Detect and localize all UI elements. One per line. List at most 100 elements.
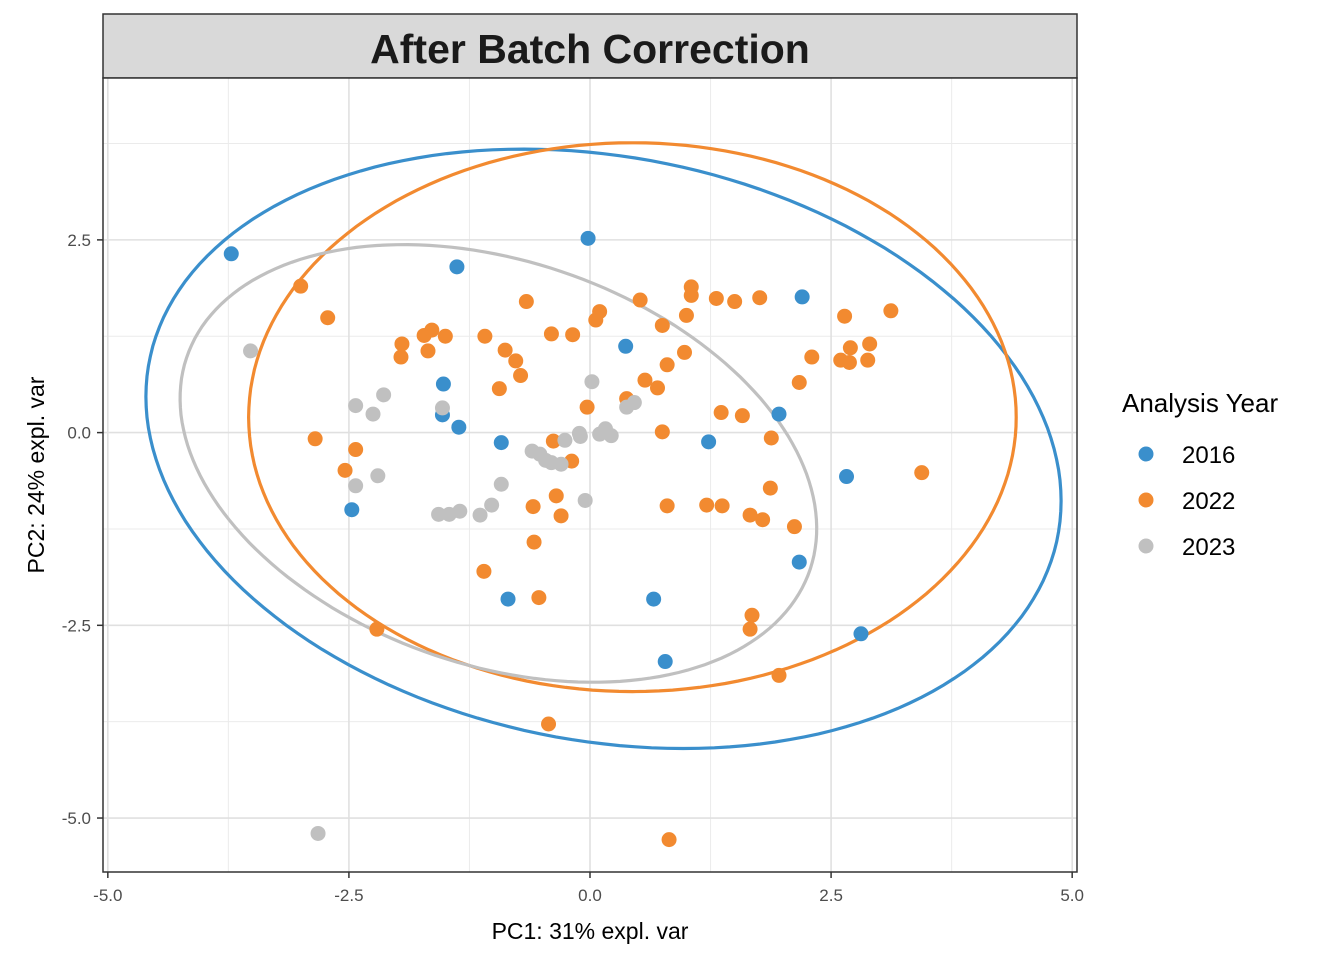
point-2022	[592, 304, 608, 320]
point-2016	[657, 654, 673, 670]
point-2022	[565, 327, 581, 343]
legend-key-2016	[1138, 446, 1154, 462]
point-2022	[553, 508, 569, 524]
point-2022	[708, 290, 724, 306]
point-2022	[804, 349, 820, 365]
point-2022	[659, 498, 675, 514]
point-2016	[451, 419, 467, 435]
point-2022	[293, 278, 309, 294]
point-2022	[714, 498, 730, 514]
point-2022	[424, 322, 440, 338]
point-2016	[839, 469, 855, 485]
point-2022	[531, 590, 547, 606]
point-2022	[713, 405, 729, 421]
y-tick-label: 0.0	[67, 424, 91, 443]
point-2022	[841, 354, 857, 370]
point-2022	[661, 832, 677, 848]
point-2022	[860, 352, 876, 368]
x-tick-label: 2.5	[819, 886, 843, 905]
point-2023	[577, 492, 593, 508]
point-2022	[677, 344, 693, 360]
point-2022	[526, 534, 542, 550]
point-2022	[883, 303, 899, 319]
point-2016	[500, 591, 516, 607]
point-2022	[394, 336, 410, 352]
point-2022	[541, 716, 557, 732]
point-2022	[837, 308, 853, 324]
point-2022	[742, 621, 758, 637]
point-2023	[310, 825, 326, 841]
y-tick-label: -5.0	[62, 809, 91, 828]
point-2022	[744, 607, 760, 623]
x-axis: -5.0 -2.5 0.0 2.5 5.0	[93, 872, 1084, 905]
point-2022	[842, 340, 858, 356]
ellipse-2023	[178, 242, 819, 684]
point-2016	[791, 554, 807, 570]
point-2022	[497, 342, 513, 358]
grid-major	[103, 78, 1077, 872]
point-2022	[477, 328, 493, 344]
point-2022	[742, 507, 758, 523]
point-2023	[348, 398, 364, 414]
point-2016	[771, 406, 787, 422]
point-2022	[650, 380, 666, 396]
legend-label-2023: 2023	[1182, 534, 1235, 561]
point-2023	[553, 456, 569, 472]
point-2022	[491, 381, 507, 397]
point-2023	[452, 503, 468, 519]
point-2022	[518, 294, 534, 310]
point-2022	[476, 563, 492, 579]
point-2023	[243, 343, 259, 359]
point-2022	[437, 328, 453, 344]
point-2016	[223, 246, 239, 262]
x-tick-label: 5.0	[1060, 886, 1084, 905]
chart-title: After Batch Correction	[370, 26, 810, 72]
x-axis-title: PC1: 31% expl. var	[492, 918, 689, 944]
point-2022	[307, 431, 323, 447]
point-2022	[525, 499, 541, 515]
point-2022	[543, 326, 559, 342]
x-tick-label: -2.5	[334, 886, 363, 905]
y-axis: -5.0 -2.5 0.0 2.5	[62, 231, 103, 828]
ellipse-2016	[144, 147, 1063, 751]
point-2022	[699, 497, 715, 513]
point-2023	[571, 425, 587, 441]
point-2023	[431, 506, 447, 522]
point-2016	[449, 259, 465, 275]
point-2016	[618, 338, 634, 354]
point-2016	[344, 502, 360, 518]
point-2022	[632, 292, 648, 308]
point-2022	[678, 307, 694, 323]
legend-title: Analysis Year	[1122, 388, 1278, 418]
point-2016	[701, 434, 717, 450]
point-2022	[637, 372, 653, 388]
point-2023	[557, 432, 573, 448]
point-2022	[791, 374, 807, 390]
point-2023	[472, 507, 488, 523]
x-tick-label: 0.0	[578, 886, 602, 905]
point-2022	[369, 621, 385, 637]
legend-key-2023	[1138, 538, 1154, 554]
point-2023	[626, 395, 642, 411]
point-2022	[654, 424, 670, 440]
point-2023	[434, 400, 450, 416]
point-2022	[337, 462, 353, 478]
point-2022	[579, 399, 595, 415]
point-2022	[727, 294, 743, 310]
x-tick-label: -5.0	[93, 886, 122, 905]
y-axis-title: PC2: 24% expl. var	[23, 376, 49, 573]
point-2022	[420, 343, 436, 359]
legend: Analysis Year 2016 2022 2023	[1122, 388, 1278, 561]
point-2022	[786, 519, 802, 535]
point-2022	[659, 357, 675, 373]
point-2022	[508, 353, 524, 369]
point-2022	[862, 336, 878, 352]
point-2022	[393, 349, 409, 365]
point-2016	[580, 230, 596, 246]
point-2016	[853, 626, 869, 642]
point-2022	[545, 433, 561, 449]
legend-key-2022	[1138, 492, 1154, 508]
ellipse-2022	[246, 141, 1018, 694]
point-2023	[365, 406, 381, 422]
